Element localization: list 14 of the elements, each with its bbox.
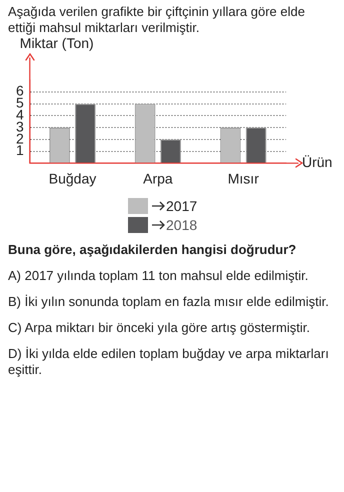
text: B) İki yılın sonunda toplam en fazla mısır elde edilmiştir. <box>8 294 330 310</box>
y-tick-label: 1 <box>16 142 24 158</box>
x-tick-label: Arpa <box>143 170 173 186</box>
x-tick-label: Mısır <box>228 170 260 186</box>
x-axis-title: Ürün <box>302 154 332 170</box>
text: 2017 <box>166 198 198 214</box>
text: D) İki yılda elde edilen toplam buğday ve arpa miktarları eşittir. <box>8 346 330 378</box>
text: C) Arpa miktarı bir önceki yıla göre artış göstermiştir. <box>8 320 311 336</box>
x-tick-label: Buğday <box>48 170 96 186</box>
text: Buna göre, aşağıdakilerden hangisi doğrudur? <box>8 242 298 258</box>
text: 2018 <box>166 216 198 232</box>
chart-title: Aşağıda verilen grafikte bir çiftçinin yıllara göre elde ettiği mahsul miktarları verilmiştir. <box>7 3 306 36</box>
text: A) 2017 yılında toplam 11 ton mahsul elde edilmiştir. <box>8 268 310 284</box>
y-axis-title: Miktar (Ton) <box>20 34 94 51</box>
